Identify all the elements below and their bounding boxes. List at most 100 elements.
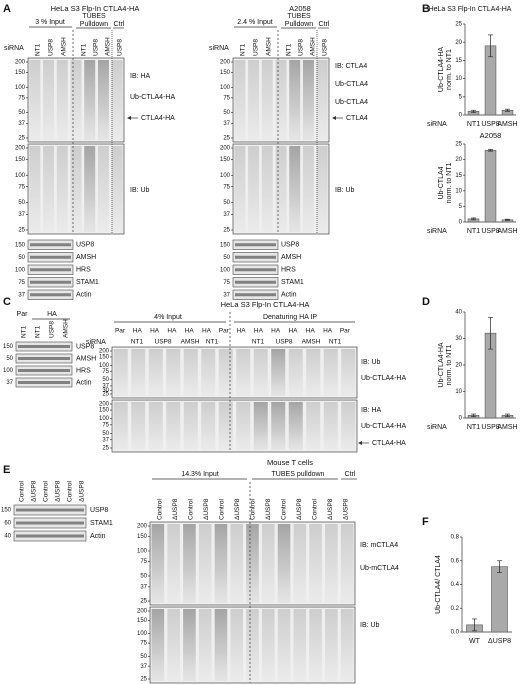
lane-smear (253, 349, 268, 396)
mw-label: 100 (15, 173, 26, 179)
mw-label: 75 (140, 559, 147, 565)
mw-label: 50 (6, 356, 13, 362)
protein-label: Actin (90, 533, 106, 540)
mw-label: 37 (223, 212, 230, 218)
mw-label: 100 (15, 267, 26, 273)
mw-label: 25 (18, 136, 25, 142)
category-label: AMSH (497, 228, 517, 235)
lane-label: NT1 (131, 339, 144, 346)
band (18, 369, 70, 372)
lane-smear (325, 609, 338, 681)
label: Ub-CTLA4-HA (361, 375, 406, 382)
lane-smear (29, 146, 41, 232)
lane-smear (111, 146, 123, 232)
mw-label: 75 (223, 184, 230, 190)
lane-smear (131, 402, 146, 450)
y-tick-label: 15 (455, 58, 462, 64)
mw-label: 50 (102, 431, 109, 437)
category-label: NT1 (467, 228, 480, 235)
protein-label: HRS (281, 267, 296, 274)
band (235, 243, 276, 247)
mw-label: 40 (4, 534, 11, 540)
lane-smear (271, 349, 286, 396)
lane-smear (325, 524, 338, 603)
lane-smear (97, 146, 109, 232)
lane-label: NT1 (240, 43, 247, 56)
lane-label: NT1 (329, 339, 342, 346)
band (16, 521, 84, 525)
lane-label: Control (67, 480, 74, 502)
protein-label: HRS (76, 267, 91, 274)
y-axis-label: norm. to NT1 (446, 344, 453, 385)
y-tick-label: 0 (459, 416, 463, 422)
lane-smear (323, 349, 338, 396)
sirna-label: siRNA (4, 45, 24, 52)
lane-smear (218, 402, 233, 450)
y-tick-label: 0.8 (451, 535, 460, 541)
lane-smear (253, 402, 268, 450)
band (16, 534, 84, 538)
mw-label: 75 (102, 422, 109, 428)
band (30, 255, 71, 259)
lane-smear (306, 402, 321, 450)
mw-label: 75 (223, 95, 230, 101)
mw-label: 75 (18, 280, 25, 286)
mw-label: 37 (6, 380, 13, 386)
panel-letter: D (422, 296, 430, 308)
lane-smear (56, 60, 68, 140)
sirna-label: siRNA (209, 45, 229, 52)
lane-smear (275, 60, 287, 140)
panel-letter: F (422, 516, 429, 528)
lane-smear (97, 60, 109, 140)
mw-label: 100 (99, 416, 110, 422)
label: Par (17, 311, 29, 318)
lane-smear (302, 146, 314, 232)
label: Pulldown (80, 21, 109, 28)
label: Ub-CTLA4-HA (130, 94, 175, 101)
band (30, 243, 71, 247)
lane-label: ΔUSP8 (343, 498, 350, 520)
lane-smear (214, 524, 228, 603)
lane-smear (29, 60, 41, 140)
label: CTLA4 (346, 115, 368, 122)
mw-label: 50 (18, 255, 25, 261)
lane-smear (183, 524, 196, 603)
lane-smear (111, 60, 123, 140)
lane-label: AMSH (105, 37, 112, 56)
label: 2.4 % Input (237, 19, 272, 26)
mw-label: 150 (220, 157, 231, 163)
mw-label: 37 (18, 292, 25, 298)
mw-label: 200 (137, 609, 148, 615)
lane-smear (167, 609, 180, 681)
lane-smear (248, 60, 260, 140)
label: Ub-CTLA4 (335, 99, 368, 106)
mw-label: 75 (223, 280, 230, 286)
lane-smear (289, 60, 301, 140)
lane-label: ΔUSP8 (203, 498, 210, 520)
sirna-label: siRNA (86, 339, 106, 346)
lane-smear (230, 609, 244, 681)
lane-label: ΔUSP8 (265, 498, 272, 520)
lane-label: HA (254, 328, 264, 335)
lane-label: USP8 (48, 39, 55, 56)
lane-label: HA (185, 328, 195, 335)
lane-smear (248, 146, 260, 232)
lane-label: ΔUSP8 (31, 480, 38, 502)
lane-label: HA (306, 328, 316, 335)
lane-smear (275, 146, 287, 232)
mw-label: 37 (223, 292, 230, 298)
category-label: WT (469, 638, 481, 645)
y-tick-label: 0 (459, 113, 463, 119)
category-label: USP8 (481, 228, 499, 235)
lane-label: USP8 (49, 321, 56, 338)
arrow-head (358, 441, 362, 445)
lane-label: HA (167, 328, 177, 335)
mw-label: 150 (220, 242, 231, 248)
lane-label: Control (281, 498, 288, 520)
bar (484, 149, 497, 223)
lane-label: USP8 (155, 339, 172, 346)
lane-smear (246, 609, 259, 681)
lane-label: USP8 (93, 39, 100, 56)
lane-label: Control (250, 498, 257, 520)
lane-smear (288, 402, 303, 450)
